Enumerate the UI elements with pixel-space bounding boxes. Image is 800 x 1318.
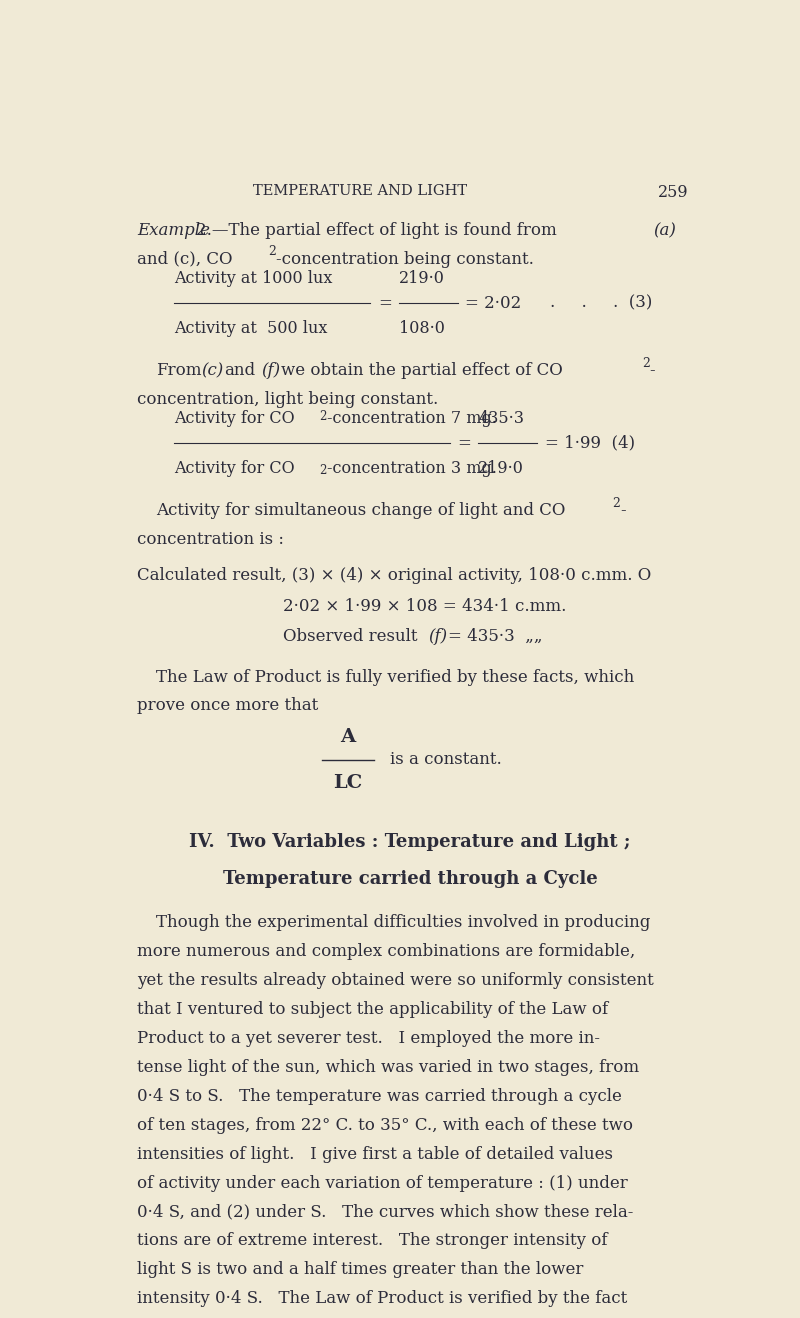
Text: intensity 0·4 S.   The Law of Product is verified by the fact: intensity 0·4 S. The Law of Product is v… [138, 1290, 627, 1307]
Text: = 2·02: = 2·02 [465, 295, 522, 312]
Text: is a constant.: is a constant. [390, 751, 502, 768]
Text: 2: 2 [269, 245, 277, 258]
Text: TEMPERATURE AND LIGHT: TEMPERATURE AND LIGHT [254, 183, 467, 198]
Text: light S is two and a half times greater than the lower: light S is two and a half times greater … [138, 1261, 583, 1278]
Text: 0·4 S, and (2) under S.   The curves which show these rela-: 0·4 S, and (2) under S. The curves which… [138, 1203, 634, 1220]
Text: .     .     .  (3): . . . (3) [550, 295, 652, 312]
Text: The Law of Product is fully verified by these facts, which: The Law of Product is fully verified by … [156, 668, 634, 685]
Text: = 435·3  „„: = 435·3 „„ [449, 629, 543, 645]
Text: that I ventured to subject the applicability of the Law of: that I ventured to subject the applicabi… [138, 1000, 608, 1017]
Text: 2: 2 [319, 464, 327, 477]
Text: (f): (f) [262, 362, 280, 380]
Text: Calculated result, (3) × (4) × original activity, 108·0 c.mm. O: Calculated result, (3) × (4) × original … [138, 567, 651, 584]
Text: concentration, light being constant.: concentration, light being constant. [138, 390, 438, 407]
Text: yet the results already obtained were so uniformly consistent: yet the results already obtained were so… [138, 973, 654, 988]
Text: and: and [224, 362, 255, 380]
Text: 2.—The partial effect of light is found from: 2.—The partial effect of light is found … [196, 223, 557, 239]
Text: =: = [458, 435, 472, 452]
Text: 0·4 S to S.   The temperature was carried through a cycle: 0·4 S to S. The temperature was carried … [138, 1087, 622, 1104]
Text: Activity for CO: Activity for CO [174, 410, 295, 427]
Text: (f): (f) [429, 629, 448, 645]
Text: 259: 259 [658, 183, 689, 200]
Text: From: From [156, 362, 202, 380]
Text: LC: LC [334, 774, 362, 792]
Text: Activity for simultaneous change of light and CO: Activity for simultaneous change of ligh… [156, 502, 565, 519]
Text: 219·0: 219·0 [399, 270, 445, 287]
Text: Observed result: Observed result [283, 629, 418, 645]
Text: 2·02 × 1·99 × 108 = 434·1 c.mm.: 2·02 × 1·99 × 108 = 434·1 c.mm. [283, 597, 566, 614]
Text: =: = [378, 295, 392, 312]
Text: -concentration being constant.: -concentration being constant. [276, 250, 534, 268]
Text: IV.  Two Variables : Temperature and Light ;: IV. Two Variables : Temperature and Ligh… [190, 833, 630, 851]
Text: of activity under each variation of temperature : (1) under: of activity under each variation of temp… [138, 1174, 628, 1191]
Text: Activity at 1000 lux: Activity at 1000 lux [174, 270, 333, 287]
Text: A: A [341, 728, 355, 746]
Text: Product to a yet severer test.   I employed the more in-: Product to a yet severer test. I employe… [138, 1029, 600, 1046]
Text: of ten stages, from 22° C. to 35° C., with each of these two: of ten stages, from 22° C. to 35° C., wi… [138, 1116, 634, 1133]
Text: Though the experimental difficulties involved in producing: Though the experimental difficulties inv… [156, 915, 650, 932]
Text: 435·3: 435·3 [478, 410, 524, 427]
Text: intensities of light.   I give first a table of detailed values: intensities of light. I give first a tab… [138, 1145, 614, 1162]
Text: 219·0: 219·0 [478, 460, 524, 477]
Text: and (c), CO: and (c), CO [138, 250, 233, 268]
Text: = 1·99  (4): = 1·99 (4) [545, 435, 634, 452]
Text: -: - [650, 362, 655, 380]
Text: prove once more that: prove once more that [138, 697, 318, 714]
Text: tense light of the sun, which was varied in two stages, from: tense light of the sun, which was varied… [138, 1058, 639, 1075]
Text: 2: 2 [642, 357, 650, 370]
Text: (c): (c) [201, 362, 223, 380]
Text: Activity at  500 lux: Activity at 500 lux [174, 319, 328, 336]
Text: Activity for CO: Activity for CO [174, 460, 295, 477]
Text: (a): (a) [654, 223, 677, 239]
Text: -concentration 3 mg.: -concentration 3 mg. [327, 460, 497, 477]
Text: Example: Example [138, 223, 210, 239]
Text: 108·0: 108·0 [399, 319, 445, 336]
Text: concentration is :: concentration is : [138, 531, 284, 547]
Text: -: - [620, 502, 626, 519]
Text: Temperature carried through a Cycle: Temperature carried through a Cycle [222, 870, 598, 887]
Text: -concentration 7 mg.: -concentration 7 mg. [327, 410, 497, 427]
Text: more numerous and complex combinations are formidable,: more numerous and complex combinations a… [138, 944, 635, 960]
Text: tions are of extreme interest.   The stronger intensity of: tions are of extreme interest. The stron… [138, 1232, 608, 1249]
Text: 2: 2 [319, 410, 327, 423]
Text: 2: 2 [612, 497, 620, 510]
Text: we obtain the partial effect of CO: we obtain the partial effect of CO [281, 362, 562, 380]
